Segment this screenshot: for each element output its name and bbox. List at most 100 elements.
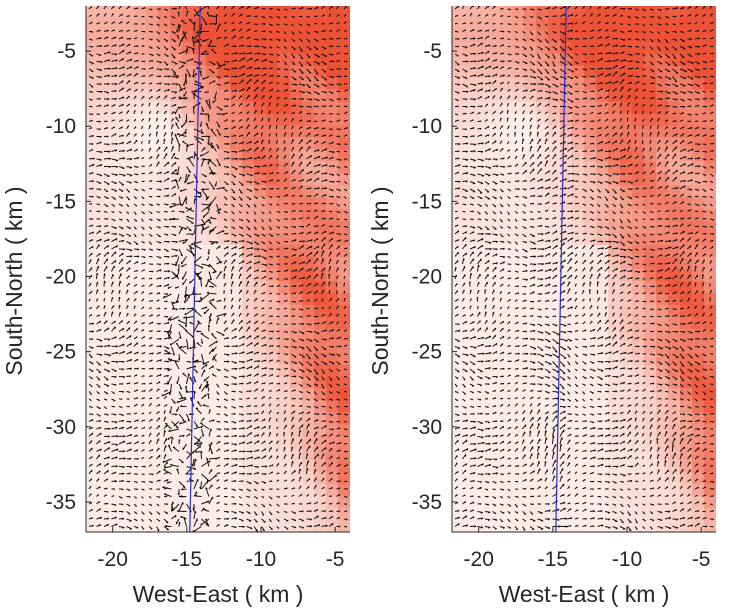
heatmap-cell bbox=[536, 364, 549, 378]
heatmap-cell bbox=[512, 520, 525, 532]
heatmap-cell bbox=[326, 53, 339, 67]
heatmap-cell bbox=[134, 460, 147, 473]
heatmap-cell bbox=[572, 484, 585, 497]
heatmap-cell bbox=[218, 209, 231, 222]
heatmap-cell bbox=[644, 400, 657, 414]
heatmap-cell bbox=[584, 149, 597, 162]
heatmap-cell bbox=[704, 161, 716, 174]
heatmap-cell bbox=[170, 484, 183, 497]
heatmap-cell bbox=[704, 41, 716, 55]
heatmap-cell bbox=[476, 17, 489, 31]
x-tick-label: -15 bbox=[538, 548, 568, 571]
heatmap-cell bbox=[656, 436, 669, 449]
heatmap-cell bbox=[476, 101, 489, 115]
heatmap-cell bbox=[290, 316, 303, 330]
heatmap-cell bbox=[608, 484, 621, 497]
heatmap-cell bbox=[314, 185, 327, 198]
heatmap-cell bbox=[656, 221, 669, 234]
heatmap-cell bbox=[476, 352, 489, 366]
heatmap-cell bbox=[230, 496, 243, 509]
heatmap-cell bbox=[596, 340, 609, 354]
heatmap-cell bbox=[464, 484, 477, 497]
heatmap-cell bbox=[218, 101, 231, 115]
heatmap-cell bbox=[560, 472, 573, 485]
heatmap-cell bbox=[596, 424, 609, 437]
heatmap-cell bbox=[230, 460, 243, 473]
y-axis-label: South-North ( km ) bbox=[1, 186, 27, 375]
chart-panel-2: -20 -15 -10 -5 -5 -10 -15 -20 -25 -30 -35 West-East… bbox=[367, 6, 716, 607]
heatmap-cell bbox=[452, 161, 465, 174]
heatmap-cell bbox=[500, 137, 513, 151]
heatmap-cell bbox=[326, 376, 339, 390]
heatmap-cell bbox=[98, 472, 111, 485]
heatmap-cell bbox=[488, 17, 501, 31]
heatmap-cell bbox=[584, 304, 597, 318]
heatmap-cell bbox=[680, 472, 693, 485]
heatmap-cell bbox=[680, 269, 693, 282]
heatmap-cell bbox=[620, 6, 633, 19]
heatmap-cell bbox=[488, 364, 501, 378]
heatmap-cell bbox=[596, 185, 609, 198]
heatmap-cell bbox=[644, 245, 657, 258]
heatmap-cell bbox=[596, 292, 609, 306]
heatmap-cell bbox=[656, 245, 669, 258]
heatmap-cell bbox=[524, 149, 537, 162]
heatmap-cell bbox=[110, 376, 123, 390]
heatmap-cell bbox=[668, 436, 681, 449]
heatmap-cell bbox=[668, 292, 681, 306]
heatmap-cell bbox=[86, 400, 99, 414]
heatmap-cell bbox=[242, 101, 255, 115]
heatmap-cell bbox=[560, 376, 573, 390]
heatmap-cell bbox=[704, 280, 716, 294]
heatmap-cell bbox=[464, 364, 477, 378]
heatmap-cell bbox=[326, 41, 339, 55]
heatmap-cell bbox=[512, 101, 525, 115]
plot-area bbox=[86, 6, 350, 532]
heatmap-cell bbox=[488, 424, 501, 437]
heatmap-cell bbox=[500, 185, 513, 198]
heatmap-cell bbox=[452, 520, 465, 532]
heatmap-cell bbox=[338, 161, 350, 174]
heatmap-cell bbox=[254, 137, 267, 151]
heatmap-cell bbox=[242, 269, 255, 282]
heatmap-cell bbox=[254, 376, 267, 390]
heatmap-cell bbox=[242, 17, 255, 31]
heatmap-cell bbox=[206, 304, 219, 318]
heatmap-cell bbox=[548, 280, 561, 294]
heatmap-cell bbox=[632, 412, 645, 425]
heatmap-cell bbox=[644, 173, 657, 186]
heatmap-cell bbox=[254, 221, 267, 234]
heatmap-cell bbox=[278, 424, 291, 437]
heatmap-cell bbox=[656, 376, 669, 390]
heatmap-cell bbox=[488, 197, 501, 210]
heatmap-cell bbox=[158, 257, 171, 270]
heatmap-cell bbox=[254, 161, 267, 174]
heatmap-cell bbox=[134, 316, 147, 330]
heatmap-cell bbox=[452, 17, 465, 31]
heatmap-cell bbox=[452, 472, 465, 485]
heatmap-cell bbox=[644, 364, 657, 378]
heatmap-cell bbox=[98, 161, 111, 174]
heatmap-cell bbox=[644, 484, 657, 497]
heatmap-cell bbox=[548, 65, 561, 79]
heatmap-cell bbox=[242, 388, 255, 402]
heatmap-cell bbox=[110, 496, 123, 509]
heatmap-cell bbox=[86, 257, 99, 270]
heatmap-cell bbox=[242, 197, 255, 210]
heatmap-cell bbox=[158, 304, 171, 318]
heatmap-cell bbox=[326, 496, 339, 509]
heatmap-cell bbox=[254, 125, 267, 139]
heatmap-cell bbox=[266, 484, 279, 497]
heatmap-cell bbox=[182, 280, 195, 294]
y-tick-label: -10 bbox=[412, 115, 442, 138]
heatmap-cell bbox=[278, 149, 291, 162]
heatmap-cell bbox=[110, 424, 123, 437]
heatmap-cell bbox=[278, 221, 291, 234]
heatmap-cell bbox=[230, 376, 243, 390]
heatmap-cell bbox=[488, 269, 501, 282]
heatmap-cell bbox=[452, 53, 465, 67]
heatmap-cell bbox=[464, 185, 477, 198]
heatmap-cell bbox=[242, 520, 255, 532]
heatmap-cell bbox=[170, 424, 183, 437]
heatmap-cell bbox=[524, 496, 537, 509]
